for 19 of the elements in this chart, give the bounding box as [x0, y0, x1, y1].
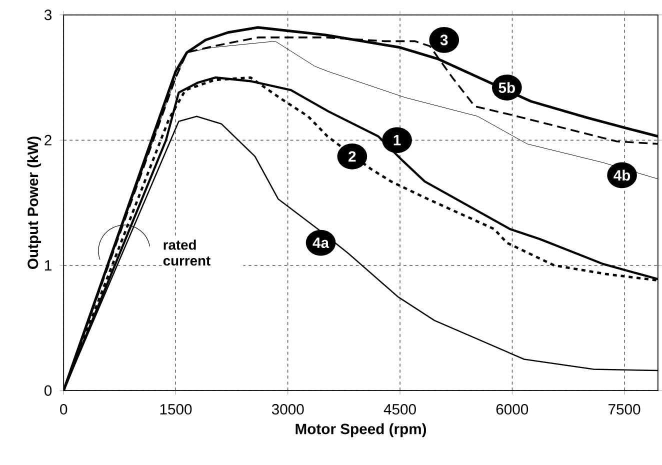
- x-tick-label: 4500: [384, 404, 416, 414]
- x-tick-label: 1500: [160, 404, 192, 414]
- x-tick-label: 0: [60, 404, 68, 414]
- y-tick-label: 2: [44, 134, 52, 146]
- annotation: rated current: [163, 240, 210, 266]
- annotation: 3: [440, 34, 448, 46]
- y-tick-label: 0: [44, 385, 52, 396]
- y-tick-label: 3: [44, 10, 52, 20]
- x-tick-label: 7500: [608, 404, 640, 414]
- annotation: 4b: [614, 170, 630, 181]
- annotation: 2: [348, 151, 356, 162]
- y-tick-label: 1: [45, 260, 52, 270]
- x-tick-label: 6000: [496, 404, 528, 414]
- annotation: 5b: [498, 82, 515, 93]
- y-axis-title: Output Power (kW): [27, 136, 42, 269]
- x-tick-label: 3000: [272, 404, 304, 414]
- x-axis-title: Motor Speed (rpm): [296, 423, 426, 438]
- annotation: 4a: [312, 238, 330, 248]
- annotation: 1: [394, 134, 401, 146]
